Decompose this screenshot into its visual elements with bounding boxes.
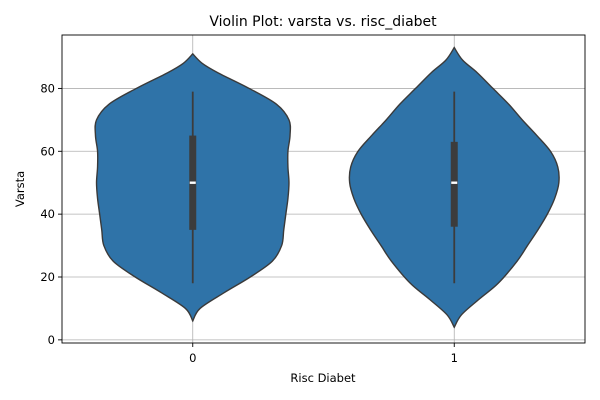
violin-iqr-box [450, 141, 458, 227]
violins [94, 46, 560, 329]
y-tick-label: 40 [40, 207, 55, 221]
violin-median [189, 181, 196, 184]
y-tick-label: 20 [40, 270, 55, 284]
x-axis-label: Risc Diabet [290, 371, 356, 385]
x-tick-label: 1 [451, 351, 458, 365]
violin-0 [94, 52, 292, 323]
violin-median [451, 181, 458, 184]
plot-area-frame [61, 34, 586, 344]
y-tick-label: 60 [40, 144, 55, 158]
y-axis-label: Varsta [13, 171, 27, 207]
y-tick-label: 80 [40, 81, 55, 95]
violin-1 [348, 46, 560, 329]
x-tick-label: 0 [189, 351, 196, 365]
axis-ticks: 0 20 40 60 80 0 1 [40, 81, 458, 365]
chart-title: Violin Plot: varsta vs. risc_diabet [209, 14, 437, 30]
y-tick-label: 0 [48, 333, 55, 347]
